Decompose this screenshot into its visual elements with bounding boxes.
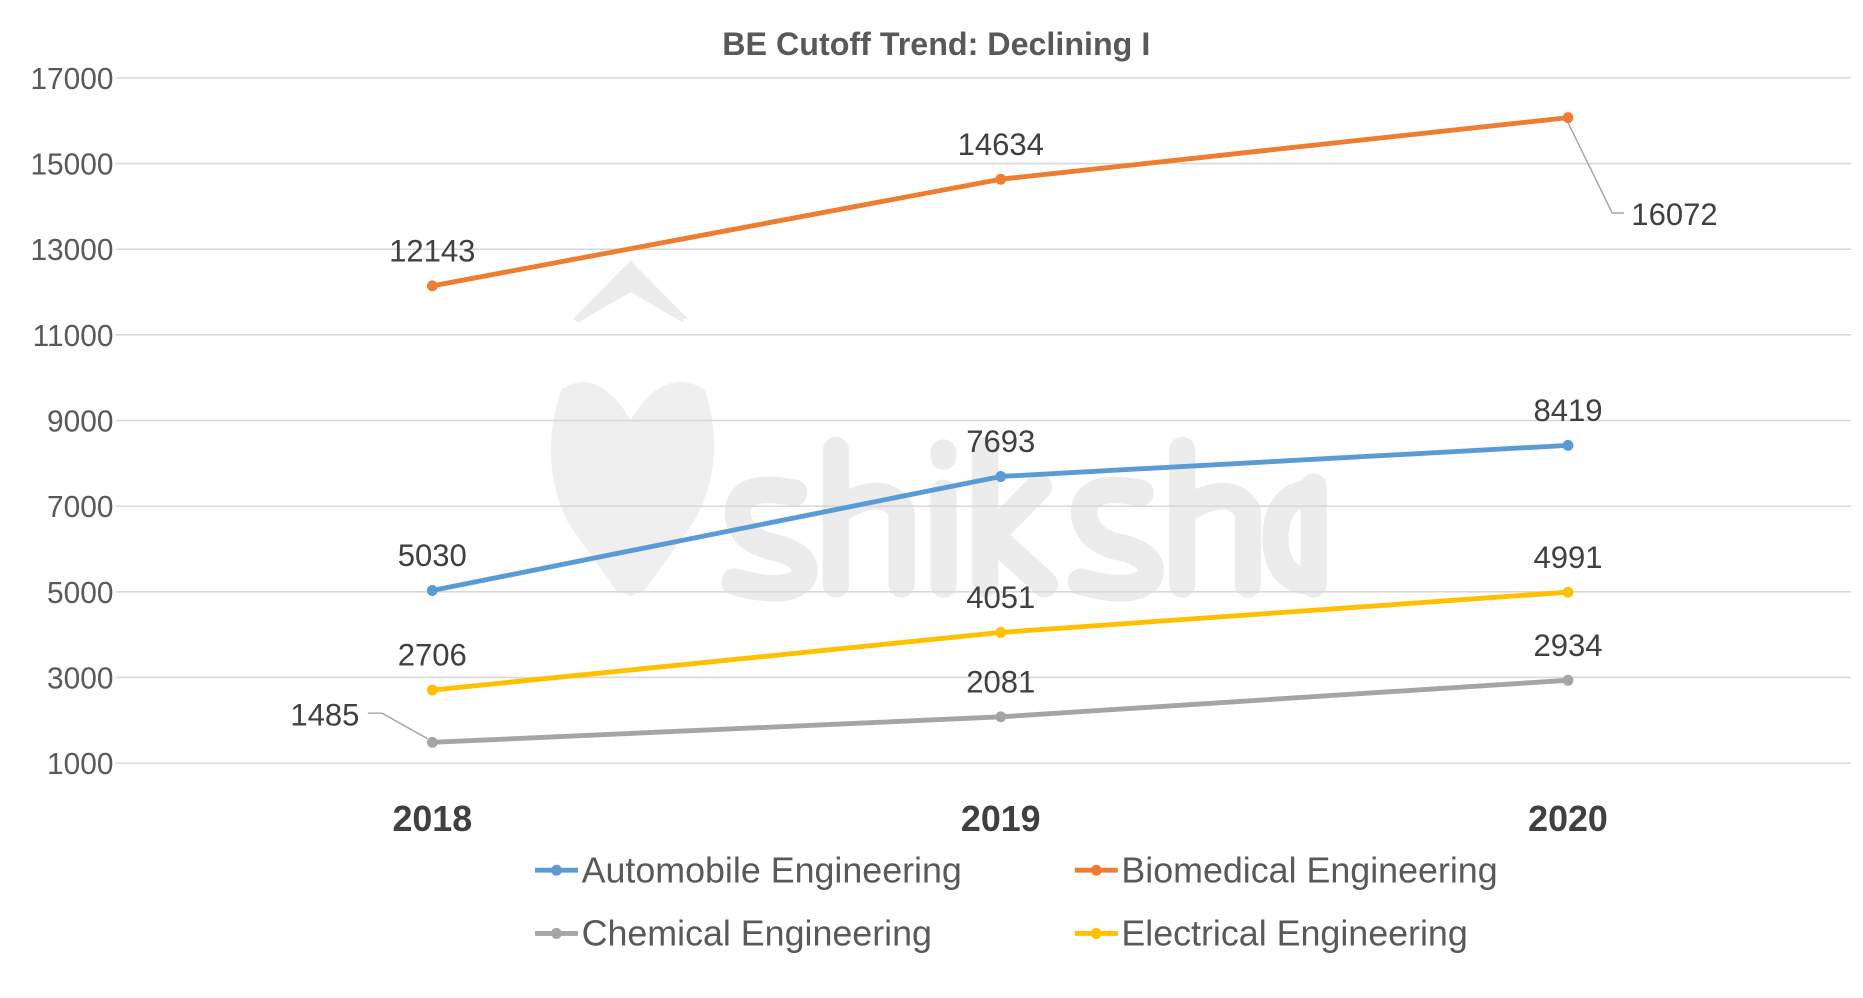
data-label: 2934 — [1534, 628, 1603, 663]
legend-label: Electrical Engineering — [1121, 912, 1467, 953]
chart-title: BE Cutoff Trend: Declining I — [722, 25, 1150, 61]
data-point — [995, 173, 1007, 185]
data-label: 2706 — [398, 637, 467, 672]
data-label: 5030 — [398, 538, 467, 573]
legend-item: Electrical Engineering — [1074, 912, 1468, 954]
data-point — [995, 626, 1007, 638]
data-point — [1562, 112, 1574, 124]
data-point — [1562, 439, 1574, 451]
legend-marker-icon — [1090, 864, 1102, 876]
legend-item: Automobile Engineering — [535, 849, 962, 890]
y-tick-label: 7000 — [47, 491, 113, 524]
data-point — [426, 684, 438, 696]
y-tick-label: 13000 — [30, 234, 113, 267]
data-label: 14634 — [958, 127, 1044, 162]
legend-label: Biomedical Engineering — [1121, 849, 1497, 890]
data-point — [1562, 674, 1574, 686]
data-label: 2081 — [966, 664, 1035, 699]
data-label: 12143 — [389, 233, 475, 268]
data-label: 7693 — [966, 424, 1035, 459]
data-point — [426, 280, 438, 292]
data-label: 8419 — [1534, 393, 1603, 428]
x-tick-label: 2020 — [1528, 798, 1608, 839]
legend: Automobile Engineering Biomedical Enginee… — [535, 849, 1498, 954]
x-tick-label: 2019 — [961, 798, 1041, 839]
data-label: 4991 — [1534, 540, 1603, 575]
series-lines — [426, 112, 1574, 748]
data-point — [426, 585, 438, 596]
y-tick-label: 15000 — [30, 148, 113, 181]
legend-marker-icon — [1090, 928, 1102, 939]
x-axis-ticks: 2018 2019 2020 — [392, 798, 1607, 839]
legend-label: Automobile Engineering — [582, 849, 962, 890]
y-axis-ticks: 1000 3000 5000 7000 9000 11000 13000 15000 17000 — [30, 63, 113, 782]
x-tick-label: 2018 — [392, 798, 472, 839]
data-point — [1562, 586, 1574, 598]
legend-item: Biomedical Engineering — [1074, 849, 1498, 890]
y-tick-label: 9000 — [47, 405, 113, 438]
legend-item: Chemical Engineering — [535, 912, 932, 954]
legend-label: Chemical Engineering — [582, 912, 932, 953]
y-tick-label: 1000 — [47, 748, 113, 781]
legend-marker-icon — [551, 928, 562, 939]
legend-marker-icon — [551, 864, 562, 876]
leader-line — [367, 712, 428, 740]
data-labels: 5030 7693 8419 12143 14634 16072 1485 2081 2934 2… — [290, 122, 1718, 740]
data-label: 1485 — [290, 697, 359, 732]
y-tick-label: 5000 — [47, 577, 113, 610]
y-tick-label: 3000 — [47, 662, 113, 695]
data-point — [995, 470, 1007, 482]
y-tick-label: 11000 — [33, 320, 114, 353]
data-point — [426, 736, 438, 748]
y-tick-label: 17000 — [30, 63, 113, 96]
leader-line — [1567, 122, 1625, 214]
data-label: 4051 — [966, 580, 1035, 615]
data-point — [995, 711, 1007, 723]
data-label: 16072 — [1631, 197, 1717, 232]
